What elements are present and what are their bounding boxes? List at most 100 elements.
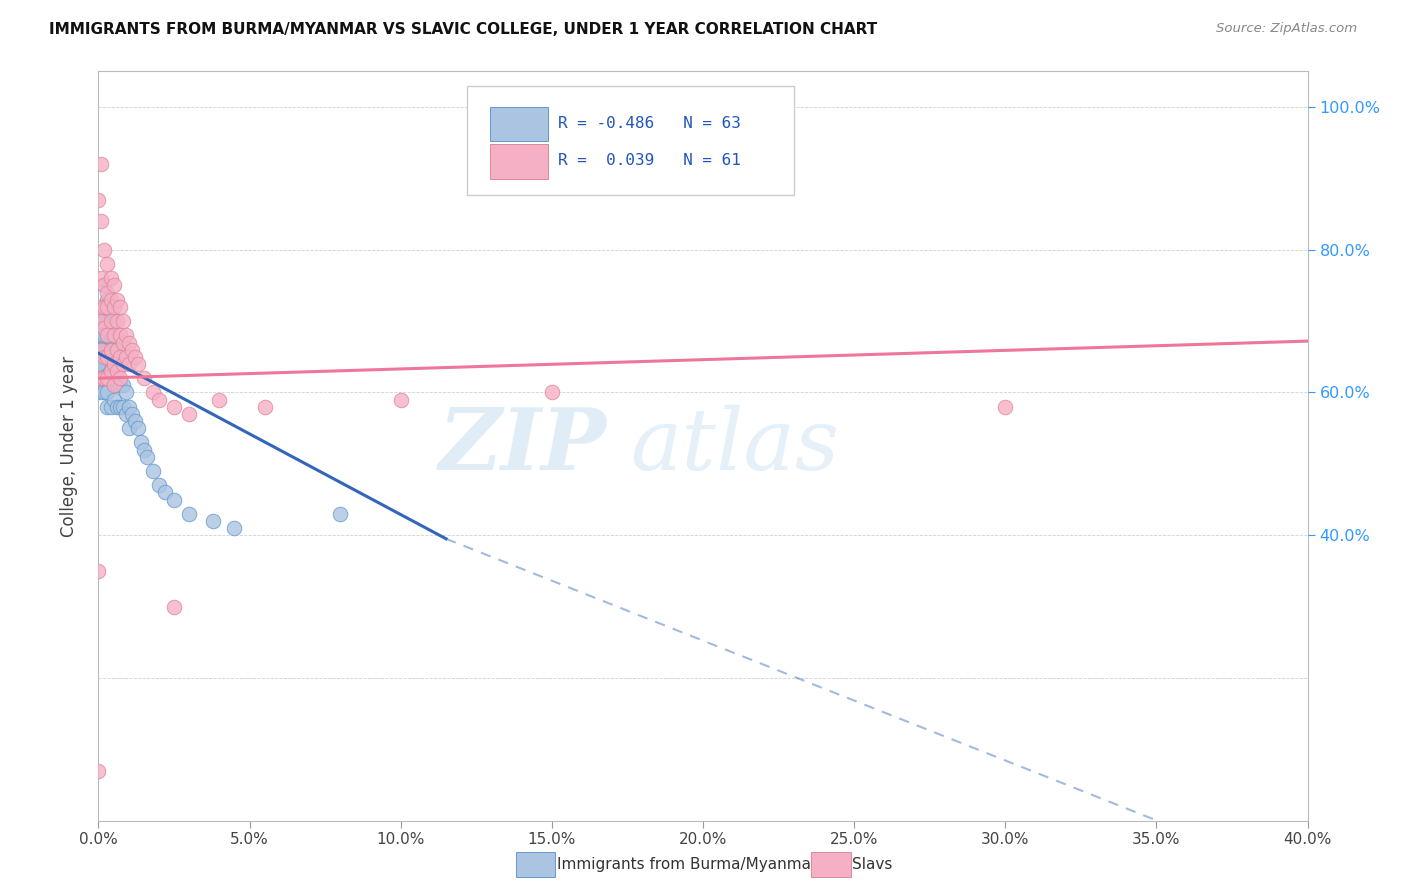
Point [105,400,128,414]
Point [132,442,155,457]
Point [135,450,157,464]
Text: ZIP: ZIP [439,404,606,488]
Point [100,314,122,328]
Point [111,314,134,328]
Point [124,350,146,364]
Point [105,343,128,357]
Point [103,357,125,371]
Point [87,343,110,357]
Point [108,378,131,392]
Point [179,507,201,521]
Point [93,300,115,314]
Point [96,371,118,385]
Point [114,328,136,343]
Point [93,300,115,314]
Point [100,357,122,371]
Point [103,328,125,343]
Point [96,300,118,314]
Point [540,385,562,400]
FancyBboxPatch shape [467,87,793,195]
Point [111,400,134,414]
Point [111,357,134,371]
Point [103,343,125,357]
Point [90,214,112,228]
Point [179,407,201,421]
Point [163,400,186,414]
Point [163,599,186,614]
Point [103,300,125,314]
Point [87,564,110,578]
Point [132,371,155,385]
Point [105,314,128,328]
FancyBboxPatch shape [491,106,548,141]
Text: Immigrants from Burma/Myanmar: Immigrants from Burma/Myanmar [557,857,817,871]
Point [103,392,125,407]
Point [100,271,122,285]
Text: IMMIGRANTS FROM BURMA/MYANMAR VS SLAVIC COLLEGE, UNDER 1 YEAR CORRELATION CHART: IMMIGRANTS FROM BURMA/MYANMAR VS SLAVIC … [49,22,877,37]
Point [118,421,141,435]
Point [90,314,112,328]
Point [93,343,115,357]
Point [96,328,118,343]
Point [96,400,118,414]
Point [121,343,143,357]
Point [93,328,115,343]
Point [87,300,110,314]
Point [103,314,125,328]
Point [103,278,125,293]
Point [96,371,118,385]
Point [96,285,118,300]
Point [108,350,131,364]
Point [90,271,112,285]
Point [87,357,110,371]
Point [93,243,115,257]
Text: R = -0.486   N = 63: R = -0.486 N = 63 [558,116,741,130]
Point [108,357,131,371]
Point [103,378,125,392]
Point [142,385,165,400]
Point [90,357,112,371]
Point [100,364,122,378]
Point [96,314,118,328]
Point [111,378,134,392]
Point [118,357,141,371]
Point [118,400,141,414]
Point [100,371,122,385]
Point [114,385,136,400]
Point [994,400,1017,414]
Point [329,507,352,521]
Point [103,371,125,385]
Point [105,343,128,357]
Point [108,400,131,414]
Text: atlas: atlas [630,405,839,487]
Point [148,392,170,407]
Point [105,364,128,378]
Point [121,407,143,421]
Point [108,328,131,343]
Point [224,521,246,535]
Point [90,157,112,171]
Point [93,385,115,400]
Text: Source: ZipAtlas.com: Source: ZipAtlas.com [1216,22,1357,36]
Point [87,193,110,207]
Point [93,371,115,385]
Point [127,357,149,371]
Point [90,314,112,328]
Text: R =  0.039   N = 61: R = 0.039 N = 61 [558,153,741,168]
Point [96,357,118,371]
Point [93,321,115,335]
Point [253,400,276,414]
Y-axis label: College, Under 1 year: College, Under 1 year [59,355,77,537]
Point [108,371,131,385]
Point [148,478,170,492]
Point [93,314,115,328]
Point [100,343,122,357]
Point [142,464,165,478]
Point [87,764,110,778]
Point [96,257,118,271]
Point [202,514,225,528]
Point [163,492,186,507]
Point [93,350,115,364]
Point [153,485,176,500]
Point [96,293,118,307]
